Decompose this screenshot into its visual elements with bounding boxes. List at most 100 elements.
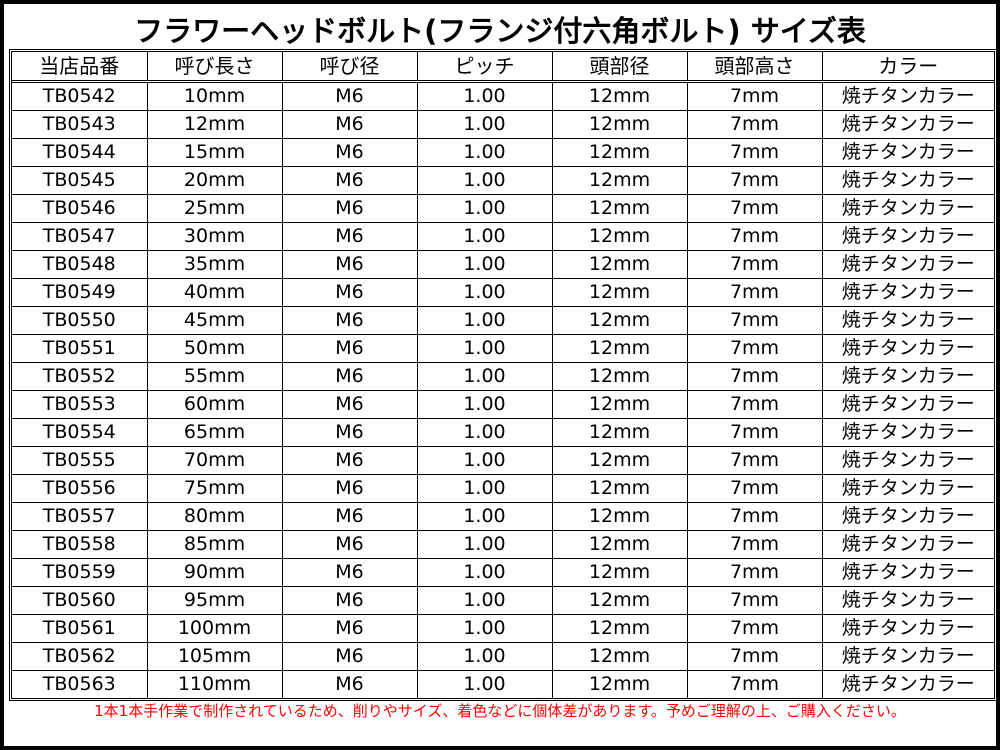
table-row: TB0553 60mm M6 1.00 12mm 7mm 焼チタンカラー — [12, 390, 994, 419]
table-cell: 焼チタンカラー — [821, 670, 994, 698]
table-cell: 35mm — [146, 250, 283, 279]
table-cell: 7mm — [686, 362, 823, 391]
table-row: TB0559 90mm M6 1.00 12mm 7mm 焼チタンカラー — [12, 558, 994, 587]
size-table-wrapper: 当店品番 呼び長さ 呼び径 ピッチ 頭部径 頭部高さ カラー TB0542 10mm M6 1.0… — [9, 49, 997, 701]
table-cell: TB0545 — [12, 166, 148, 195]
table-cell: 焼チタンカラー — [821, 138, 994, 167]
table-cell: 7mm — [686, 558, 823, 587]
table-cell: 12mm — [551, 390, 688, 419]
table-cell: M6 — [281, 250, 418, 279]
table-cell: 105mm — [146, 642, 283, 671]
table-cell: 焼チタンカラー — [821, 586, 994, 615]
table-cell: 7mm — [686, 390, 823, 419]
table-cell: 1.00 — [416, 250, 553, 279]
table-cell: TB0547 — [12, 222, 148, 251]
table-cell: 12mm — [551, 502, 688, 531]
table-cell: 7mm — [686, 306, 823, 335]
table-cell: 12mm — [551, 250, 688, 279]
table-cell: TB0555 — [12, 446, 148, 475]
table-cell: TB0552 — [12, 362, 148, 391]
table-cell: TB0561 — [12, 614, 148, 643]
table-cell: 1.00 — [416, 278, 553, 307]
table-cell: 焼チタンカラー — [821, 558, 994, 587]
table-row: TB0546 25mm M6 1.00 12mm 7mm 焼チタンカラー — [12, 194, 994, 223]
table-cell: M6 — [281, 586, 418, 615]
table-cell: TB0543 — [12, 110, 148, 139]
table-cell: M6 — [281, 138, 418, 167]
table-cell: 7mm — [686, 278, 823, 307]
table-cell: 12mm — [551, 614, 688, 643]
table-cell: M6 — [281, 642, 418, 671]
table-cell: 1.00 — [416, 362, 553, 391]
table-cell: M6 — [281, 362, 418, 391]
table-cell: M6 — [281, 670, 418, 698]
table-cell: 1.00 — [416, 446, 553, 475]
table-cell: 1.00 — [416, 530, 553, 559]
table-cell: 10mm — [146, 81, 283, 111]
table-row: TB0542 10mm M6 1.00 12mm 7mm 焼チタンカラー — [12, 81, 994, 111]
table-cell: 焼チタンカラー — [821, 222, 994, 251]
column-header: カラー — [821, 52, 994, 83]
table-cell: 焼チタンカラー — [821, 642, 994, 671]
table-cell: 1.00 — [416, 306, 553, 335]
table-cell: 7mm — [686, 250, 823, 279]
table-cell: 1.00 — [416, 110, 553, 139]
table-cell: 7mm — [686, 166, 823, 195]
table-cell: 12mm — [551, 306, 688, 335]
page-title: フラワーヘッドボルト(フランジ付六角ボルト) サイズ表 — [134, 14, 866, 48]
table-cell: 焼チタンカラー — [821, 334, 994, 363]
table-cell: TB0556 — [12, 474, 148, 503]
table-cell: 12mm — [551, 418, 688, 447]
table-row: TB0548 35mm M6 1.00 12mm 7mm 焼チタンカラー — [12, 250, 994, 279]
table-cell: 焼チタンカラー — [821, 362, 994, 391]
table-cell: 焼チタンカラー — [821, 530, 994, 559]
table-cell: M6 — [281, 81, 418, 111]
table-cell: 7mm — [686, 334, 823, 363]
table-cell: 1.00 — [416, 418, 553, 447]
table-cell: 焼チタンカラー — [821, 166, 994, 195]
table-cell: TB0554 — [12, 418, 148, 447]
column-header: ピッチ — [416, 52, 553, 83]
table-cell: 焼チタンカラー — [821, 614, 994, 643]
table-cell: TB0558 — [12, 530, 148, 559]
table-cell: 7mm — [686, 642, 823, 671]
table-cell: 12mm — [551, 110, 688, 139]
table-cell: TB0551 — [12, 334, 148, 363]
table-cell: 1.00 — [416, 390, 553, 419]
table-cell: 12mm — [551, 138, 688, 167]
table-row: TB0556 75mm M6 1.00 12mm 7mm 焼チタンカラー — [12, 474, 994, 503]
table-cell: 1.00 — [416, 81, 553, 111]
table-cell: 1.00 — [416, 614, 553, 643]
table-cell: 12mm — [551, 334, 688, 363]
table-cell: TB0549 — [12, 278, 148, 307]
table-cell: 12mm — [551, 166, 688, 195]
table-cell: 12mm — [551, 446, 688, 475]
table-cell: 50mm — [146, 334, 283, 363]
table-cell: 1.00 — [416, 194, 553, 223]
table-row: TB0561 100mm M6 1.00 12mm 7mm 焼チタンカラー — [12, 614, 994, 643]
table-row: TB0555 70mm M6 1.00 12mm 7mm 焼チタンカラー — [12, 446, 994, 475]
table-cell: TB0560 — [12, 586, 148, 615]
table-cell: M6 — [281, 334, 418, 363]
table-cell: M6 — [281, 558, 418, 587]
table-cell: 7mm — [686, 586, 823, 615]
table-cell: 12mm — [551, 194, 688, 223]
table-cell: 12mm — [551, 278, 688, 307]
column-header: 呼び径 — [281, 52, 418, 83]
table-cell: TB0562 — [12, 642, 148, 671]
table-cell: 1.00 — [416, 558, 553, 587]
table-row: TB0554 65mm M6 1.00 12mm 7mm 焼チタンカラー — [12, 418, 994, 447]
table-cell: 7mm — [686, 222, 823, 251]
table-cell: 55mm — [146, 362, 283, 391]
table-cell: 90mm — [146, 558, 283, 587]
table-cell: TB0542 — [12, 81, 148, 111]
table-cell: 12mm — [551, 558, 688, 587]
table-row: TB0558 85mm M6 1.00 12mm 7mm 焼チタンカラー — [12, 530, 994, 559]
table-cell: 1.00 — [416, 642, 553, 671]
table-cell: 7mm — [686, 194, 823, 223]
size-table: 当店品番 呼び長さ 呼び径 ピッチ 頭部径 頭部高さ カラー TB0542 10mm M6 1.0… — [12, 52, 994, 698]
table-cell: M6 — [281, 278, 418, 307]
table-cell: TB0557 — [12, 502, 148, 531]
table-cell: 100mm — [146, 614, 283, 643]
